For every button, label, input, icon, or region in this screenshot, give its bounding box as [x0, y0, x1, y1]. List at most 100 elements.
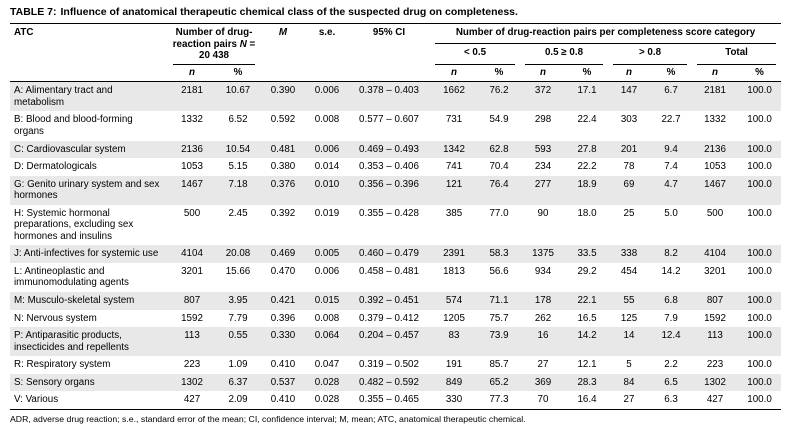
cat-below-05-pct-cell: 58.3 — [489, 248, 509, 260]
table-number-label: TABLE 7: — [10, 6, 57, 18]
ci-cell: 0.355 – 0.428 — [359, 207, 419, 219]
pairs-n-cell: 4104 — [181, 248, 203, 260]
col-header-cat-below-05: < 0.5 — [430, 44, 520, 66]
pairs-pct-cell: 0.55 — [228, 330, 248, 342]
cat-05-to-08-pct-cell: 29.2 — [577, 265, 597, 277]
cat-above-08-pct-cell: 4.7 — [664, 178, 678, 190]
total-pct-cell: 100.0 — [747, 376, 772, 388]
pairs-n-cell: 1332 — [181, 114, 203, 126]
cat-above-08-n-cell: 125 — [620, 312, 638, 324]
cat-below-05-pct-cell: 77.0 — [489, 207, 509, 219]
pairs-n-cell: 1053 — [181, 161, 203, 173]
total-pct-cell: 100.0 — [747, 114, 772, 126]
ci-cell: 0.577 – 0.607 — [359, 114, 419, 126]
pairs-group-text: Number of drug-reaction pairs — [172, 27, 253, 50]
table-row: D: Dermatologicals 1053 5.15 0.380 0.014… — [10, 158, 781, 176]
cat-05-to-08-pct-cell: 22.4 — [577, 114, 597, 126]
cat-05-to-08-n-cell: 1375 — [532, 248, 554, 260]
cat-05-to-08-n-cell: 593 — [534, 143, 552, 155]
mean-cell: 0.410 — [270, 359, 296, 371]
atc-cell: S: Sensory organs — [14, 376, 95, 388]
cat-above-08-pct-cell: 2.2 — [664, 359, 678, 371]
cat-below-05-n-cell: 1813 — [443, 265, 465, 277]
cat-below-05-pct-cell: 71.1 — [489, 294, 509, 306]
table-row: R: Respiratory system 223 1.09 0.410 0.0… — [10, 356, 781, 374]
total-n-cell: 223 — [706, 359, 724, 371]
pairs-n-cell: 2136 — [181, 143, 203, 155]
ci-cell: 0.204 – 0.457 — [359, 330, 419, 342]
se-cell: 0.047 — [314, 359, 340, 371]
cat-05-to-08-n-cell: 70 — [520, 391, 566, 410]
cat-below-05-n-cell: 2391 — [443, 248, 465, 260]
se-cell: 0.010 — [314, 178, 340, 190]
cat-above-08-pct-cell: 6.3 — [650, 391, 692, 410]
cat-above-08-pct-cell: 8.2 — [664, 248, 678, 260]
total-pct-cell: 100.0 — [747, 359, 772, 371]
cat-below-05-n-cell: 741 — [445, 161, 463, 173]
cat-05-to-08-pct-cell: 14.2 — [577, 330, 597, 342]
table-row: A: Alimentary tract and metabolism 2181 … — [10, 81, 782, 112]
total-n-cell: 427 — [692, 391, 738, 410]
atc-cell: H: Systemic hormonal preparations, exclu… — [14, 207, 134, 242]
col-header-ci: 95% CI — [348, 24, 430, 83]
cat-below-05-n-cell: 1662 — [443, 85, 465, 97]
cat-05-to-08-n-cell: 369 — [534, 376, 552, 388]
subheader-pct: % — [216, 64, 260, 83]
col-group-pairs: Number of drug-reaction pairs N = 20 438 — [168, 24, 260, 65]
se-cell: 0.006 — [314, 143, 340, 155]
pairs-n-cell: 3201 — [181, 265, 203, 277]
se-cell: 0.019 — [314, 207, 340, 219]
pairs-n-cell: 1467 — [181, 178, 203, 190]
subheader-pct: % — [738, 64, 782, 83]
cat-above-08-pct-cell: 6.5 — [664, 376, 678, 388]
ci-cell: 0.319 – 0.502 — [359, 359, 419, 371]
cat-below-05-pct-cell: 76.4 — [489, 178, 509, 190]
ci-cell: 0.356 – 0.396 — [359, 178, 419, 190]
se-cell: 0.064 — [314, 330, 340, 342]
total-pct-cell: 100.0 — [747, 207, 772, 219]
cat-05-to-08-n-cell: 934 — [534, 265, 552, 277]
atc-cell: M: Musculo-skeletal system — [14, 294, 135, 306]
total-n-cell: 1467 — [704, 178, 726, 190]
cat-above-08-n-cell: 303 — [620, 114, 638, 126]
cat-above-08-n-cell: 5 — [626, 359, 632, 371]
total-n-cell: 1053 — [704, 161, 726, 173]
total-pct-cell: 100.0 — [747, 143, 772, 155]
subheader-n: n — [520, 64, 566, 83]
col-header-cat-total: Total — [692, 44, 781, 66]
pairs-pct-cell: 5.15 — [228, 161, 248, 173]
pairs-n-cell: 2181 — [181, 85, 203, 97]
cat-above-08-pct-cell: 6.8 — [664, 294, 678, 306]
se-cell: 0.028 — [314, 376, 340, 388]
atc-cell: V: Various — [10, 391, 168, 410]
total-n-cell: 4104 — [704, 248, 726, 260]
cat-05-to-08-pct-cell: 22.1 — [577, 294, 597, 306]
table-row: V: Various 427 2.09 0.410 0.028 0.355 – … — [10, 391, 782, 410]
total-pct-cell: 100.0 — [747, 248, 772, 260]
mean-cell: 0.392 — [270, 207, 296, 219]
mean-cell: 0.592 — [270, 114, 296, 126]
table-row: P: Antiparasitic products, insecticides … — [10, 327, 782, 357]
pairs-pct-cell: 2.45 — [228, 207, 248, 219]
table-row: G: Genito urinary system and sex hormone… — [10, 175, 782, 205]
total-n-cell: 807 — [706, 294, 724, 306]
cat-below-05-n-cell: 849 — [445, 376, 463, 388]
total-n-cell: 2136 — [704, 143, 726, 155]
cat-below-05-pct-cell: 76.2 — [489, 85, 509, 97]
cat-above-08-pct-cell: 9.4 — [664, 143, 678, 155]
cat-05-to-08-n-cell: 372 — [534, 85, 552, 97]
pairs-pct-cell: 2.09 — [216, 391, 260, 410]
se-cell: 0.008 — [314, 312, 340, 324]
cat-below-05-n-cell: 330 — [430, 391, 478, 410]
pairs-pct-cell: 10.54 — [225, 143, 251, 155]
table-row: H: Systemic hormonal preparations, exclu… — [10, 205, 781, 246]
cat-below-05-pct-cell: 65.2 — [489, 376, 509, 388]
ci-cell: 0.392 – 0.451 — [359, 294, 419, 306]
subheader-pct: % — [566, 64, 608, 83]
cat-above-08-n-cell: 454 — [620, 265, 638, 277]
cat-05-to-08-pct-cell: 18.0 — [577, 207, 597, 219]
subheader-pct: % — [478, 64, 520, 83]
cat-above-08-pct-cell: 5.0 — [664, 207, 678, 219]
atc-cell: G: Genito urinary system and sex hormone… — [14, 178, 160, 202]
